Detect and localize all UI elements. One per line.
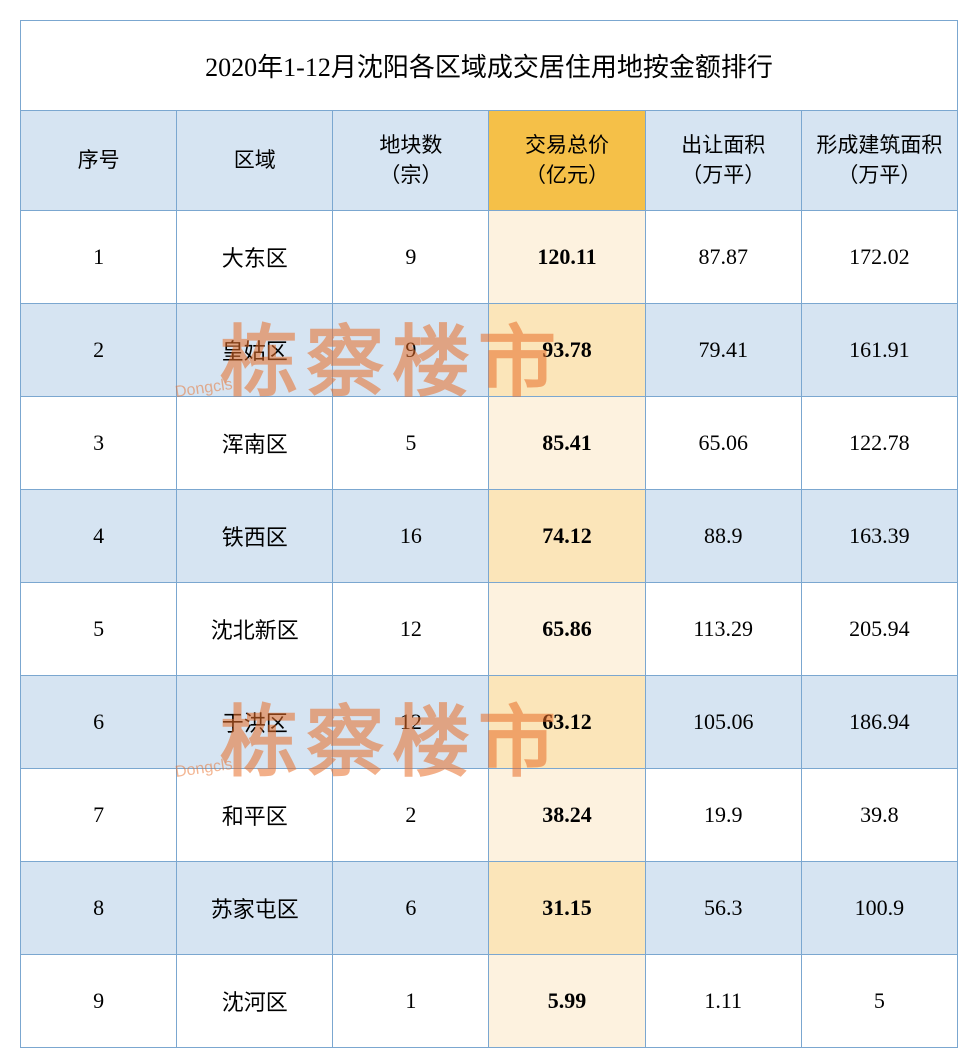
cell-region: 沈北新区 [177,583,333,676]
table-row: 4铁西区1674.1288.9163.39 [21,490,958,583]
table-row: 9沈河区15.991.115 [21,955,958,1048]
cell-seq: 7 [21,769,177,862]
cell-build-area: 39.8 [801,769,957,862]
cell-region: 苏家屯区 [177,862,333,955]
cell-seq: 8 [21,862,177,955]
cell-seq: 9 [21,955,177,1048]
cell-build-area: 205.94 [801,583,957,676]
col-header-region: 区域 [177,111,333,211]
col-header-price: 交易总价（亿元） [489,111,645,211]
cell-plots: 9 [333,211,489,304]
cell-land-area: 79.41 [645,304,801,397]
table-row: 3浑南区585.4165.06122.78 [21,397,958,490]
cell-plots: 16 [333,490,489,583]
table-row: 2皇姑区993.7879.41161.91 [21,304,958,397]
cell-seq: 2 [21,304,177,397]
ranking-table: 2020年1-12月沈阳各区域成交居住用地按金额排行 序号 区域 地块数（宗） … [20,20,958,1048]
cell-region: 于洪区 [177,676,333,769]
cell-plots: 1 [333,955,489,1048]
cell-build-area: 122.78 [801,397,957,490]
cell-seq: 4 [21,490,177,583]
table-body: 1大东区9120.1187.87172.022皇姑区993.7879.41161… [21,211,958,1048]
cell-price: 74.12 [489,490,645,583]
cell-price: 38.24 [489,769,645,862]
cell-land-area: 1.11 [645,955,801,1048]
ranking-table-container: 2020年1-12月沈阳各区域成交居住用地按金额排行 序号 区域 地块数（宗） … [20,20,958,1048]
cell-land-area: 87.87 [645,211,801,304]
cell-plots: 5 [333,397,489,490]
cell-price: 85.41 [489,397,645,490]
cell-region: 大东区 [177,211,333,304]
col-header-seq: 序号 [21,111,177,211]
col-header-build-area: 形成建筑面积（万平） [801,111,957,211]
cell-seq: 6 [21,676,177,769]
cell-build-area: 161.91 [801,304,957,397]
cell-price: 63.12 [489,676,645,769]
cell-plots: 12 [333,676,489,769]
cell-land-area: 65.06 [645,397,801,490]
title-row: 2020年1-12月沈阳各区域成交居住用地按金额排行 [21,21,958,111]
cell-build-area: 5 [801,955,957,1048]
cell-region: 铁西区 [177,490,333,583]
cell-plots: 9 [333,304,489,397]
col-header-land-area: 出让面积（万平） [645,111,801,211]
cell-land-area: 19.9 [645,769,801,862]
cell-region: 沈河区 [177,955,333,1048]
cell-price: 120.11 [489,211,645,304]
cell-plots: 2 [333,769,489,862]
cell-price: 65.86 [489,583,645,676]
cell-land-area: 113.29 [645,583,801,676]
cell-price: 93.78 [489,304,645,397]
cell-build-area: 163.39 [801,490,957,583]
table-title: 2020年1-12月沈阳各区域成交居住用地按金额排行 [21,21,958,111]
header-row: 序号 区域 地块数（宗） 交易总价（亿元） 出让面积（万平） 形成建筑面积（万平… [21,111,958,211]
cell-land-area: 105.06 [645,676,801,769]
cell-seq: 5 [21,583,177,676]
cell-plots: 12 [333,583,489,676]
table-row: 5沈北新区1265.86113.29205.94 [21,583,958,676]
cell-build-area: 100.9 [801,862,957,955]
cell-seq: 1 [21,211,177,304]
cell-price: 31.15 [489,862,645,955]
col-header-plots: 地块数（宗） [333,111,489,211]
cell-land-area: 88.9 [645,490,801,583]
cell-region: 浑南区 [177,397,333,490]
cell-price: 5.99 [489,955,645,1048]
table-row: 7和平区238.2419.939.8 [21,769,958,862]
table-row: 6于洪区1263.12105.06186.94 [21,676,958,769]
cell-plots: 6 [333,862,489,955]
cell-build-area: 172.02 [801,211,957,304]
cell-build-area: 186.94 [801,676,957,769]
cell-land-area: 56.3 [645,862,801,955]
cell-region: 和平区 [177,769,333,862]
cell-seq: 3 [21,397,177,490]
table-row: 8苏家屯区631.1556.3100.9 [21,862,958,955]
cell-region: 皇姑区 [177,304,333,397]
table-row: 1大东区9120.1187.87172.02 [21,211,958,304]
